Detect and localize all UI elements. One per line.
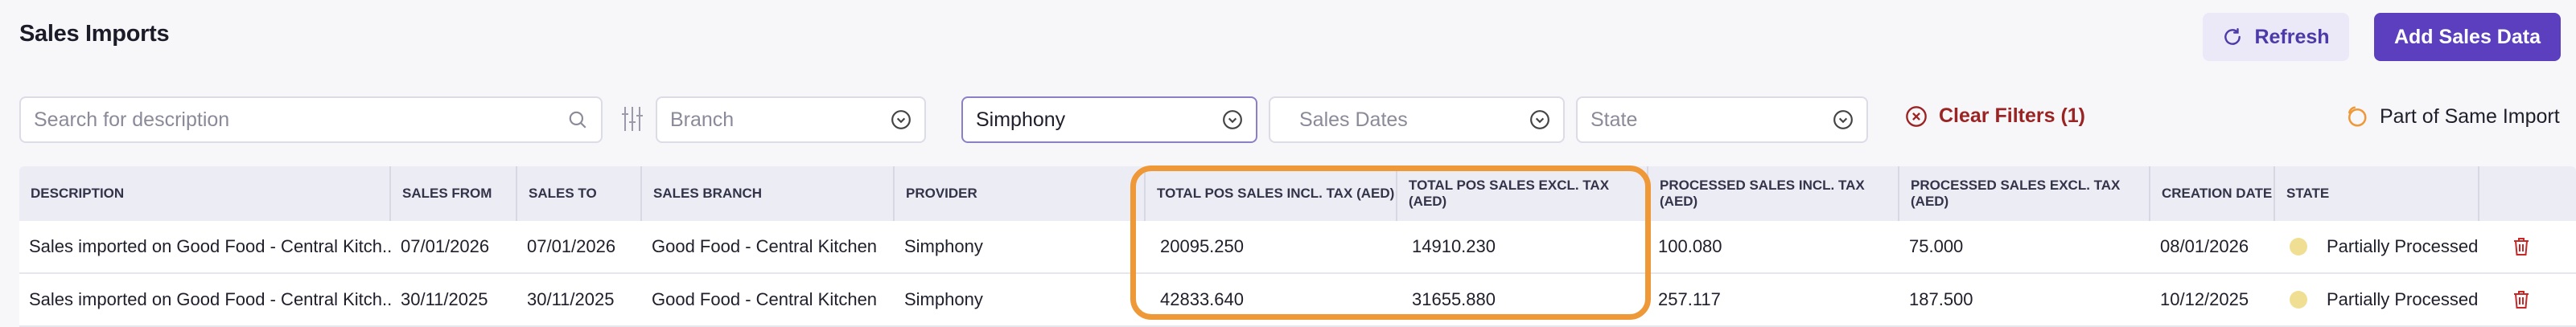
import-group-icon bbox=[2348, 106, 2367, 127]
state-label: Partially Processed bbox=[2327, 236, 2479, 256]
clear-filters-label: Clear Filters (1) bbox=[1939, 104, 2086, 127]
cell-total-incl: 20095.250 bbox=[1160, 236, 1244, 256]
state-label: Partially Processed bbox=[2327, 289, 2479, 309]
col-total-excl[interactable]: Total POS Sales Excl. Tax (AED) bbox=[1397, 166, 1648, 221]
chevron-down-icon bbox=[1223, 110, 1242, 129]
same-import-label: Part of Same Import bbox=[2380, 104, 2560, 128]
col-processed-incl[interactable]: Processed Sales Incl. Tax (AED) bbox=[1648, 166, 1899, 221]
cell-description: Sales imported on Good Food - Central Ki… bbox=[29, 289, 391, 309]
col-actions bbox=[2479, 166, 2560, 221]
search-icon bbox=[569, 111, 586, 129]
cell-processed-excl: 75.000 bbox=[1909, 236, 1964, 256]
cell-sales-from: 07/01/2026 bbox=[401, 236, 490, 256]
close-circle-icon bbox=[1906, 105, 1927, 127]
cell-creation-date: 10/12/2025 bbox=[2160, 289, 2249, 309]
sales-imports-table: Description Sales From Sales To Sales Br… bbox=[19, 166, 2576, 327]
cell-sales-to: 07/01/2026 bbox=[527, 236, 616, 256]
provider-select[interactable]: Simphony bbox=[961, 96, 1257, 143]
sales-dates-placeholder: Sales Dates bbox=[1299, 108, 1408, 131]
page-title: Sales Imports bbox=[19, 21, 170, 47]
chevron-down-icon bbox=[1530, 110, 1549, 129]
cell-branch: Good Food - Central Kitchen bbox=[652, 289, 878, 309]
refresh-button[interactable]: Refresh bbox=[2203, 13, 2349, 61]
delete-icon[interactable] bbox=[2512, 289, 2531, 310]
clear-filters-button[interactable]: Clear Filters (1) bbox=[1905, 104, 2085, 128]
cell-sales-to: 30/11/2025 bbox=[527, 289, 615, 309]
col-processed-excl[interactable]: Processed Sales Excl. Tax (AED) bbox=[1899, 166, 2150, 221]
table-row[interactable]: Sales imported on Good Food - Central Ki… bbox=[19, 274, 2576, 327]
provider-value: Simphony bbox=[976, 108, 1066, 131]
cell-processed-incl: 100.080 bbox=[1658, 236, 1722, 256]
cell-provider: Simphony bbox=[904, 236, 983, 256]
branch-placeholder: Branch bbox=[670, 108, 735, 131]
cell-state: Partially Processed bbox=[2275, 274, 2479, 325]
same-import-legend: Part of Same Import bbox=[2344, 104, 2560, 129]
sales-dates-picker[interactable]: Sales Dates bbox=[1269, 96, 1565, 143]
table-row[interactable]: Sales imported on Good Food - Central Ki… bbox=[19, 221, 2576, 274]
col-creation-date[interactable]: Creation Date bbox=[2150, 166, 2275, 221]
state-select[interactable]: State bbox=[1576, 96, 1868, 143]
cell-total-incl: 42833.640 bbox=[1160, 289, 1244, 309]
cell-description: Sales imported on Good Food - Central Ki… bbox=[29, 236, 391, 256]
cell-actions bbox=[2479, 274, 2560, 325]
col-sales-branch[interactable]: Sales Branch bbox=[642, 166, 895, 221]
search-placeholder: Search for description bbox=[34, 108, 230, 131]
refresh-icon bbox=[2224, 28, 2241, 45]
cell-total-excl: 31655.880 bbox=[1412, 289, 1496, 309]
search-input[interactable]: Search for description bbox=[19, 96, 603, 143]
col-state[interactable]: State bbox=[2275, 166, 2479, 221]
cell-total-excl: 14910.230 bbox=[1412, 236, 1496, 256]
state-placeholder: State bbox=[1590, 108, 1638, 131]
table-header: Description Sales From Sales To Sales Br… bbox=[19, 166, 2576, 221]
col-provider[interactable]: Provider bbox=[895, 166, 1146, 221]
col-sales-to[interactable]: Sales To bbox=[517, 166, 642, 221]
chevron-down-icon bbox=[1833, 110, 1853, 129]
state-dot bbox=[2290, 291, 2307, 309]
cell-processed-excl: 187.500 bbox=[1909, 289, 1973, 309]
state-dot bbox=[2290, 238, 2307, 255]
col-sales-from[interactable]: Sales From bbox=[391, 166, 517, 221]
cell-creation-date: 08/01/2026 bbox=[2160, 236, 2249, 256]
branch-select[interactable]: Branch bbox=[656, 96, 926, 143]
cell-state: Partially Processed bbox=[2275, 221, 2479, 272]
cell-branch: Good Food - Central Kitchen bbox=[652, 236, 878, 256]
delete-icon[interactable] bbox=[2512, 236, 2531, 257]
col-total-incl[interactable]: Total POS Sales Incl. Tax (AED) bbox=[1146, 166, 1397, 221]
chevron-down-icon bbox=[891, 110, 911, 129]
cell-actions bbox=[2479, 221, 2560, 272]
refresh-label: Refresh bbox=[2254, 25, 2330, 48]
col-description[interactable]: Description bbox=[19, 166, 391, 221]
cell-provider: Simphony bbox=[904, 289, 983, 309]
filter-sliders-icon[interactable] bbox=[621, 104, 644, 133]
add-sales-data-button[interactable]: Add Sales Data bbox=[2374, 13, 2561, 61]
cell-sales-from: 30/11/2025 bbox=[401, 289, 488, 309]
cell-processed-incl: 257.117 bbox=[1658, 289, 1721, 309]
